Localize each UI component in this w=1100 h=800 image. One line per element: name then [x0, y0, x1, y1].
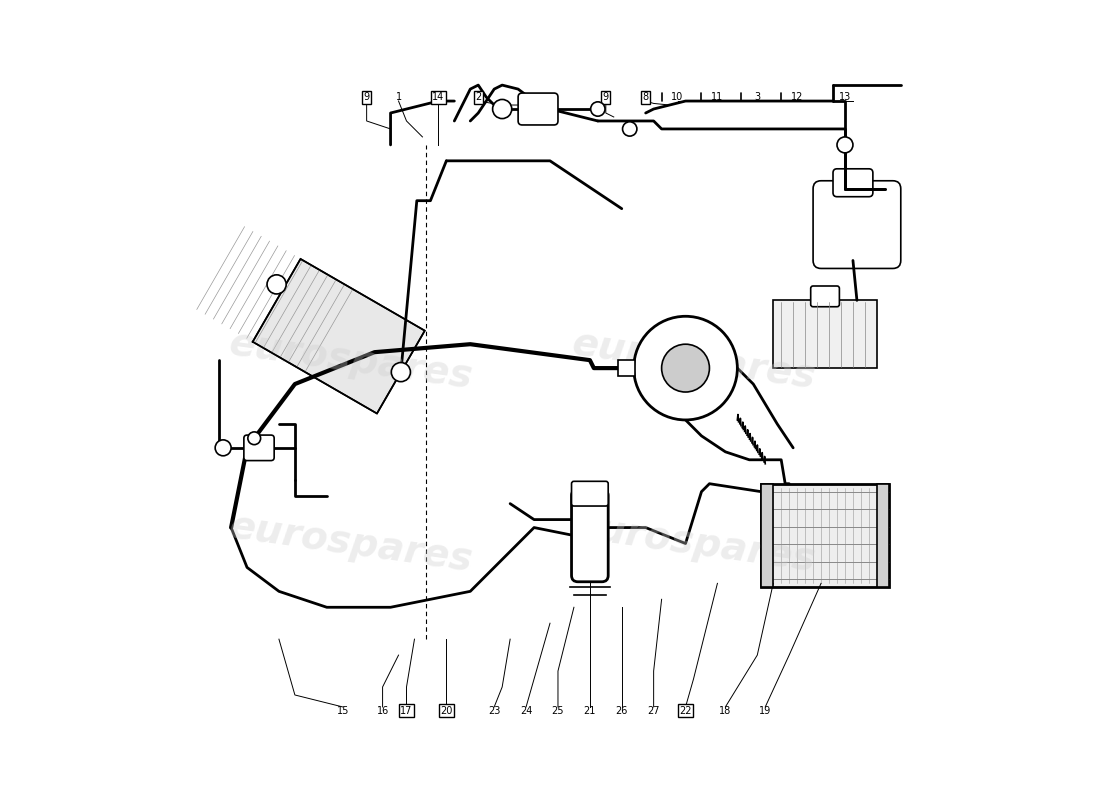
Text: 17: 17 — [400, 706, 412, 716]
Circle shape — [837, 137, 852, 153]
Circle shape — [623, 122, 637, 136]
Text: 21: 21 — [584, 706, 596, 716]
FancyBboxPatch shape — [833, 169, 873, 197]
Text: 9: 9 — [364, 92, 370, 102]
Circle shape — [661, 344, 710, 392]
Text: 8: 8 — [642, 92, 649, 102]
Text: 13: 13 — [839, 92, 851, 102]
FancyBboxPatch shape — [518, 93, 558, 125]
Text: 1: 1 — [396, 92, 402, 102]
Bar — [761, 484, 889, 587]
Text: eurospares: eurospares — [227, 324, 475, 396]
Text: 26: 26 — [616, 706, 628, 716]
FancyBboxPatch shape — [813, 181, 901, 269]
Text: 19: 19 — [759, 706, 771, 716]
Bar — [773, 300, 877, 368]
Circle shape — [267, 275, 286, 294]
Text: 20: 20 — [440, 706, 452, 716]
FancyBboxPatch shape — [572, 490, 608, 582]
Bar — [761, 484, 773, 587]
Text: 11: 11 — [712, 92, 724, 102]
Text: 14: 14 — [432, 92, 444, 102]
Text: 23: 23 — [488, 706, 501, 716]
Text: 22: 22 — [680, 706, 692, 716]
Text: eurospares: eurospares — [227, 507, 475, 579]
Text: 9: 9 — [603, 92, 609, 102]
Text: 18: 18 — [719, 706, 732, 716]
Text: 2: 2 — [475, 92, 482, 102]
Polygon shape — [253, 259, 425, 414]
Circle shape — [216, 440, 231, 456]
Circle shape — [591, 102, 605, 116]
FancyBboxPatch shape — [811, 286, 839, 306]
Circle shape — [248, 432, 261, 445]
Text: 15: 15 — [337, 706, 349, 716]
Text: 10: 10 — [671, 92, 684, 102]
Circle shape — [392, 362, 410, 382]
FancyBboxPatch shape — [572, 482, 608, 506]
Bar — [877, 484, 889, 587]
FancyBboxPatch shape — [244, 435, 274, 461]
Text: eurospares: eurospares — [569, 507, 817, 579]
Text: 12: 12 — [791, 92, 803, 102]
Circle shape — [634, 316, 737, 420]
Text: 16: 16 — [376, 706, 388, 716]
Text: 25: 25 — [552, 706, 564, 716]
Circle shape — [493, 99, 512, 118]
Text: 24: 24 — [520, 706, 532, 716]
Text: 27: 27 — [648, 706, 660, 716]
Bar — [618, 360, 636, 376]
Text: eurospares: eurospares — [569, 324, 817, 396]
Text: 3: 3 — [755, 92, 760, 102]
